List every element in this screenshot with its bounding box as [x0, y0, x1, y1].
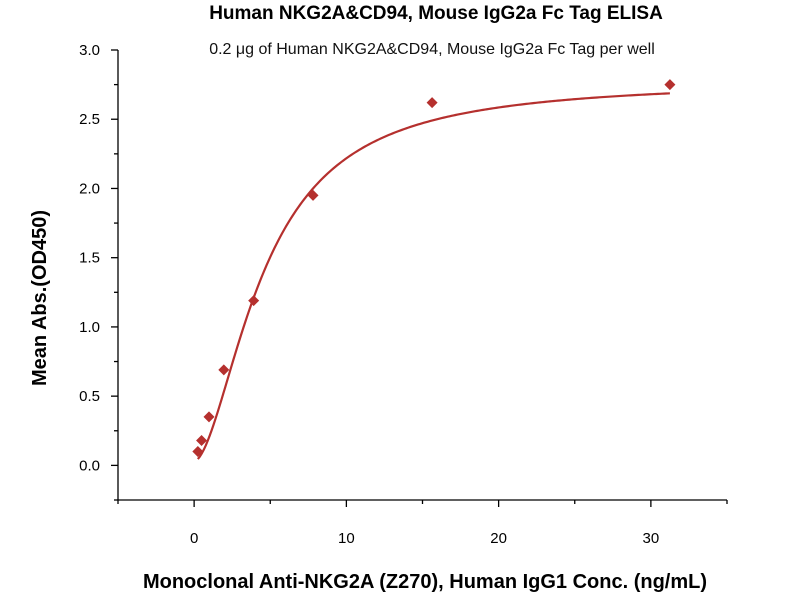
y-tick-label: 3.0 — [79, 42, 100, 59]
chart-title: Human NKG2A&CD94, Mouse IgG2a Fc Tag ELI… — [209, 3, 663, 24]
x-tick-label: 10 — [338, 530, 355, 547]
y-tick-label: 0.5 — [79, 388, 100, 405]
y-tick-label: 1.0 — [79, 319, 100, 336]
y-tick-label: 2.5 — [79, 111, 100, 128]
data-point — [192, 446, 204, 458]
x-tick-label: 30 — [643, 530, 660, 547]
x-tick-label: 0 — [190, 530, 198, 547]
data-points — [192, 79, 676, 458]
data-point — [426, 97, 438, 109]
data-point — [664, 79, 676, 91]
y-tick-label: 1.5 — [79, 250, 100, 267]
chart-subtitle: 0.2 μg of Human NKG2A&CD94, Mouse IgG2a … — [209, 41, 655, 58]
x-tick-label: 20 — [490, 530, 507, 547]
axes — [117, 50, 727, 501]
data-point — [196, 434, 208, 446]
data-point — [203, 411, 215, 423]
x-axis-label: Monoclonal Anti-NKG2A (Z270), Human IgG1… — [143, 571, 707, 593]
fit-curve — [196, 92, 670, 460]
y-tick-label: 2.0 — [79, 180, 100, 197]
y-axis-label: Mean Abs.(OD450) — [29, 210, 51, 386]
data-point — [307, 189, 319, 201]
y-tick-label: 0.0 — [79, 457, 100, 474]
data-point — [218, 364, 230, 376]
ticks — [111, 49, 728, 507]
data-point — [248, 295, 260, 307]
tick-labels: 0 10 20 30 0.0 0.5 1.0 1.5 2.0 2.5 3.0 — [79, 42, 659, 547]
